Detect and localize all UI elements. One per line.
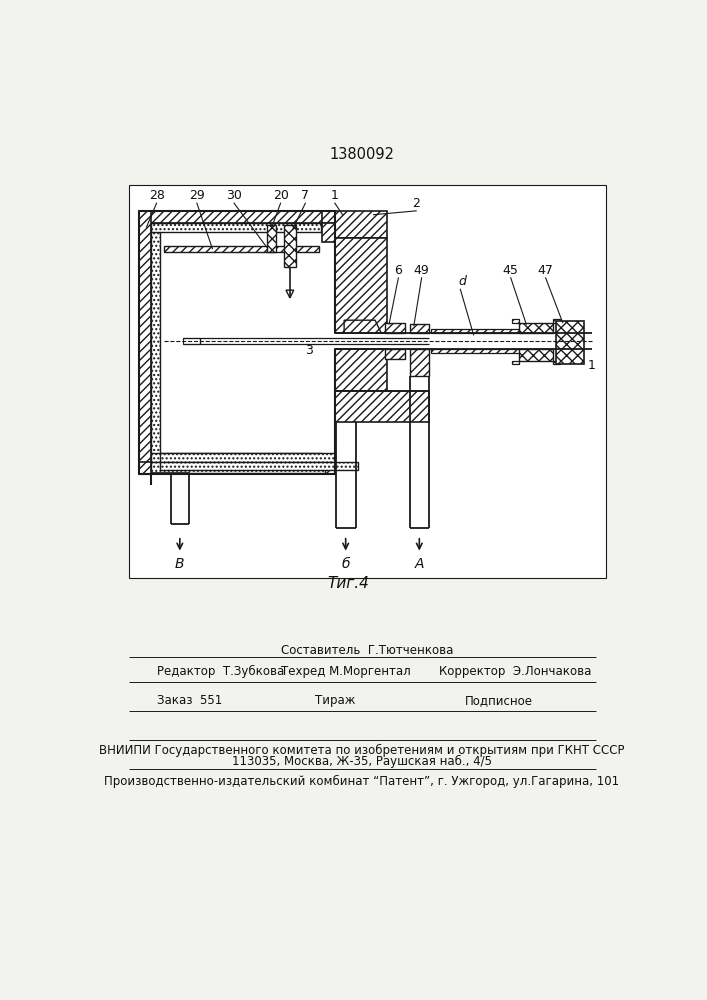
Text: 30: 30 xyxy=(226,189,242,202)
Text: А: А xyxy=(414,557,424,571)
Text: 45: 45 xyxy=(503,264,519,277)
Polygon shape xyxy=(431,349,522,353)
Polygon shape xyxy=(518,323,554,333)
Polygon shape xyxy=(139,462,335,474)
Text: Составитель  Г.Тютченкова: Составитель Г.Тютченкова xyxy=(281,644,453,657)
Text: Τиг.4: Τиг.4 xyxy=(327,576,369,591)
Text: 47: 47 xyxy=(538,264,554,277)
Polygon shape xyxy=(335,238,387,333)
Polygon shape xyxy=(554,361,559,364)
Text: Техред М.Моргентал: Техред М.Моргентал xyxy=(281,665,410,678)
Bar xyxy=(335,211,387,238)
Text: ВНИИПИ Государственного комитета по изобретениям и открытиям при ГКНТ СССР: ВНИИПИ Государственного комитета по изоб… xyxy=(99,744,625,757)
Text: 1: 1 xyxy=(331,189,339,202)
Text: 1: 1 xyxy=(588,359,595,372)
Polygon shape xyxy=(335,391,429,422)
Text: d: d xyxy=(458,275,466,288)
Polygon shape xyxy=(385,349,404,359)
Text: В: В xyxy=(175,557,185,571)
Text: Подписное: Подписное xyxy=(465,694,533,707)
Bar xyxy=(160,462,358,470)
Polygon shape xyxy=(431,329,522,333)
Bar xyxy=(129,185,606,578)
Text: 2: 2 xyxy=(412,197,420,210)
Text: 113035, Москва, Ж-35, Раушская наб., 4/5: 113035, Москва, Ж-35, Раушская наб., 4/5 xyxy=(232,754,492,768)
Polygon shape xyxy=(513,319,518,323)
Text: 6: 6 xyxy=(395,264,402,277)
Text: 29: 29 xyxy=(189,189,205,202)
Bar xyxy=(163,246,319,252)
Polygon shape xyxy=(284,225,296,267)
Polygon shape xyxy=(151,453,321,462)
Text: Тираж: Тираж xyxy=(315,694,355,707)
Polygon shape xyxy=(286,290,293,298)
Polygon shape xyxy=(267,225,276,252)
Bar xyxy=(151,462,325,473)
Text: Корректор  Э.Лончакова: Корректор Э.Лончакова xyxy=(440,665,592,678)
Text: 3: 3 xyxy=(305,344,313,357)
Text: 1380092: 1380092 xyxy=(329,147,395,162)
Polygon shape xyxy=(151,223,160,462)
Text: Производственно-издательский комбинат “Патент”, г. Ужгород, ул.Гагарина, 101: Производственно-издательский комбинат “П… xyxy=(105,774,619,788)
Bar xyxy=(160,453,335,462)
Polygon shape xyxy=(513,361,518,364)
Polygon shape xyxy=(518,349,554,361)
Polygon shape xyxy=(554,319,559,323)
Polygon shape xyxy=(322,223,335,242)
Polygon shape xyxy=(556,321,585,364)
Text: 28: 28 xyxy=(148,189,165,202)
Text: б: б xyxy=(341,557,350,571)
Text: 20: 20 xyxy=(273,189,288,202)
Polygon shape xyxy=(344,320,381,333)
Text: 7: 7 xyxy=(301,189,310,202)
Polygon shape xyxy=(410,324,429,333)
Polygon shape xyxy=(322,211,335,223)
Polygon shape xyxy=(335,349,387,391)
Polygon shape xyxy=(410,349,429,376)
Text: Заказ  551: Заказ 551 xyxy=(156,694,222,707)
Polygon shape xyxy=(139,211,335,223)
Text: 49: 49 xyxy=(414,264,429,277)
Bar xyxy=(183,338,200,344)
Polygon shape xyxy=(139,211,151,474)
Polygon shape xyxy=(385,323,404,333)
Polygon shape xyxy=(151,223,321,232)
Text: Редактор  Т.Зубкова: Редактор Т.Зубкова xyxy=(156,665,284,678)
